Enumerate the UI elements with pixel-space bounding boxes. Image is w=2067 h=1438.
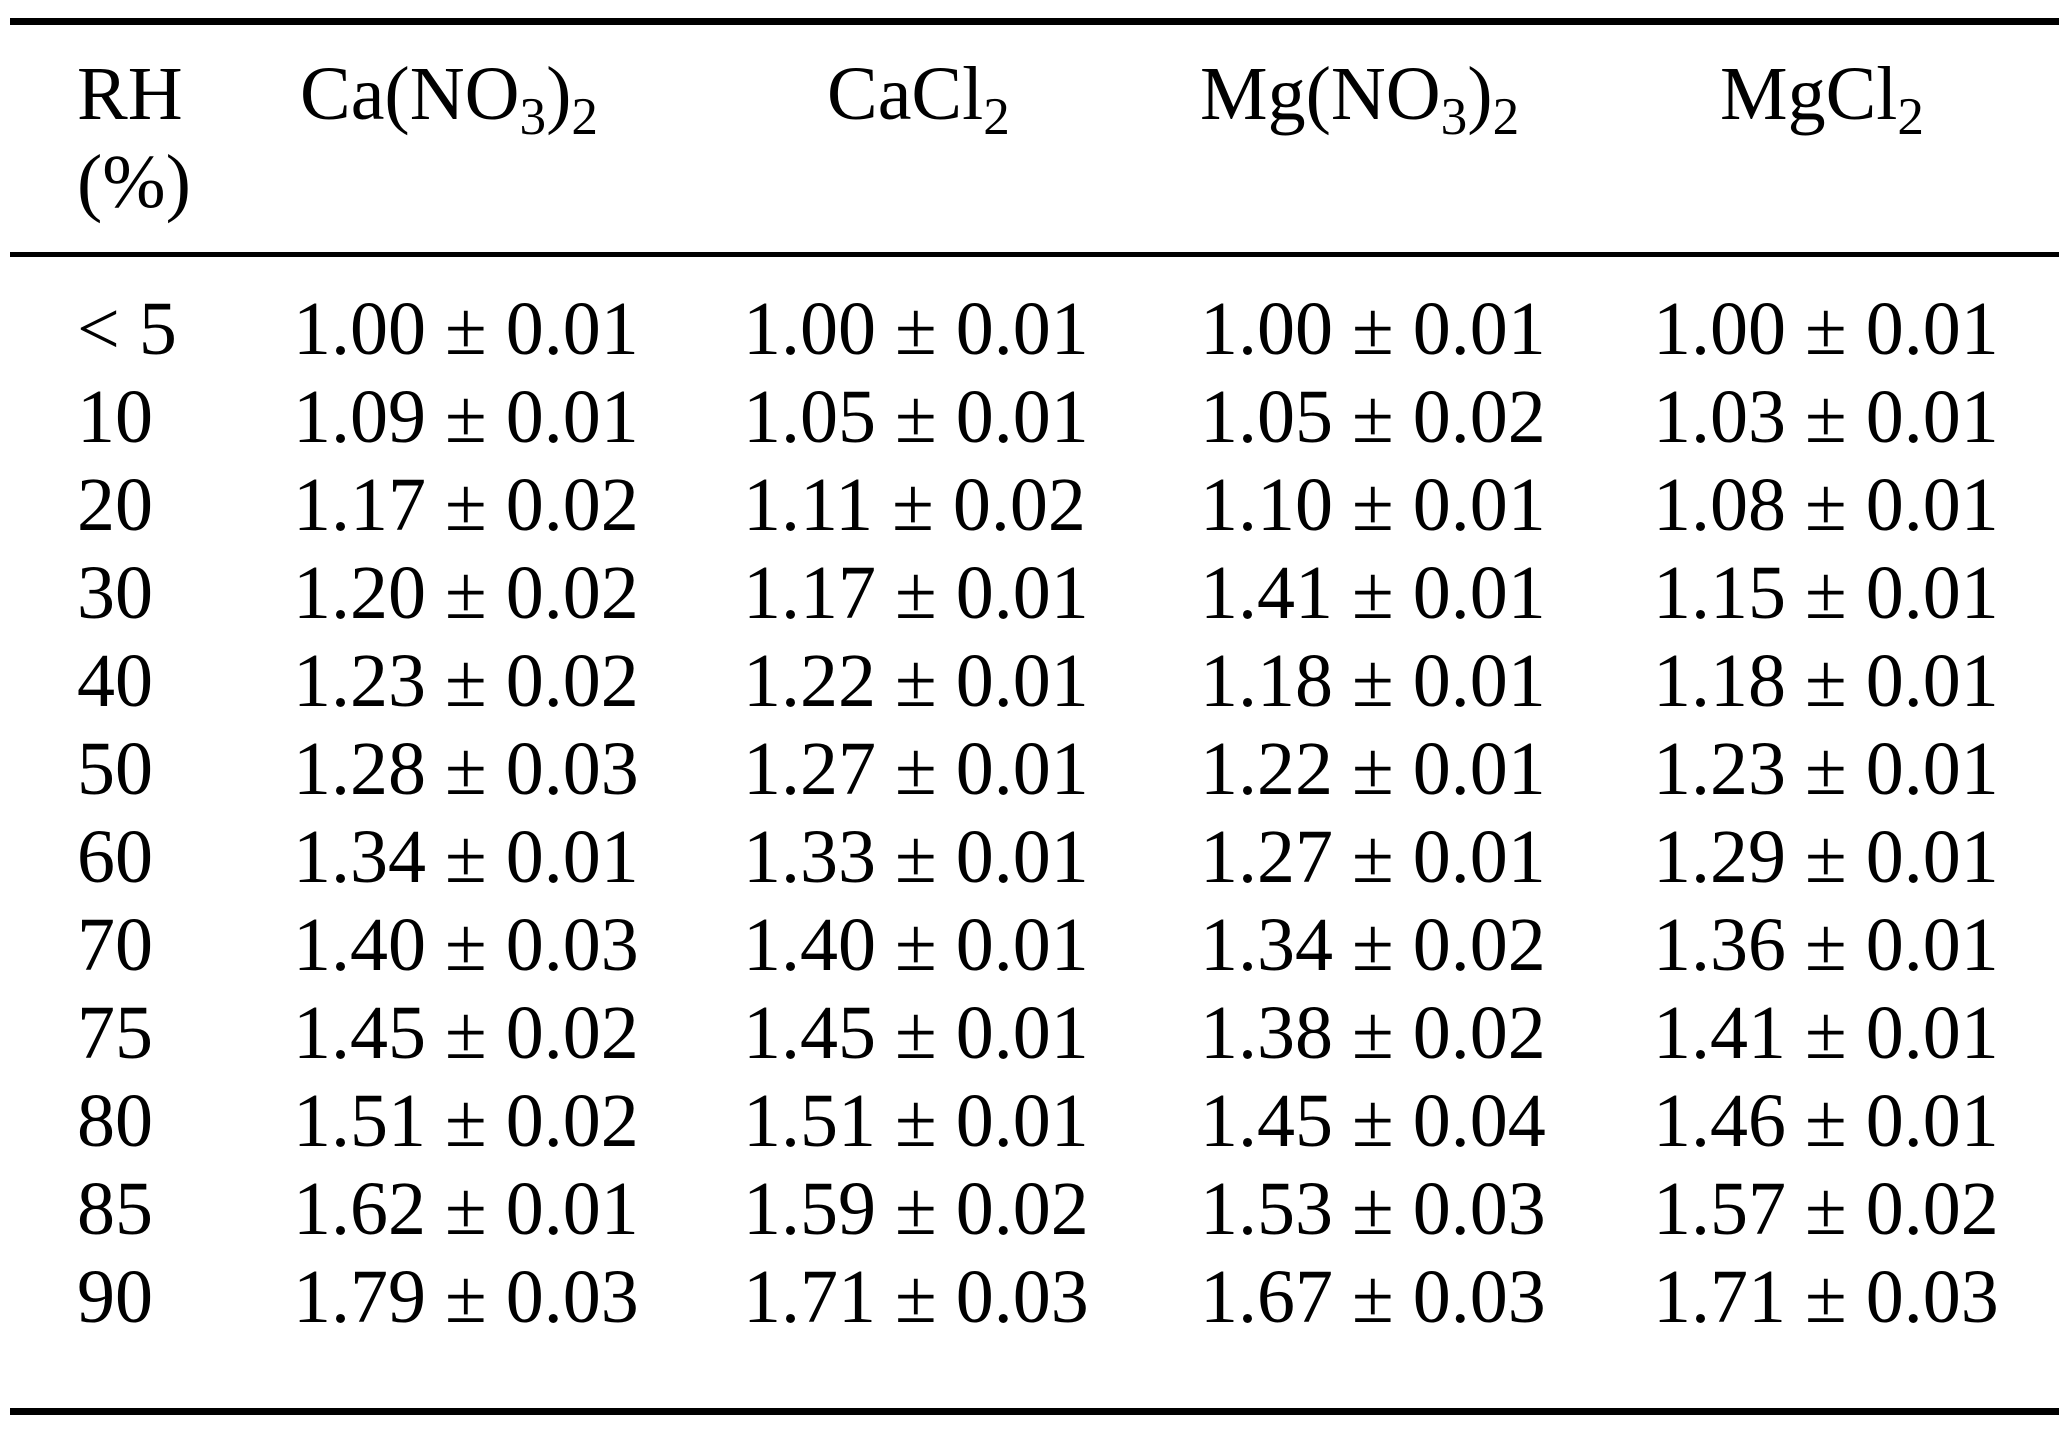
col-header-cacl2: CaCl2: [827, 52, 1010, 146]
cell-mgcl2: 1.03 ± 0.01: [1653, 374, 1999, 459]
col-header-mgcl2: MgCl2: [1720, 52, 1924, 146]
cell-mgcl2: 1.46 ± 0.01: [1653, 1078, 1999, 1163]
table-row: 70 1.40 ± 0.03 1.40 ± 0.01 1.34 ± 0.02 1.36 …: [0, 901, 2067, 989]
table-row: 80 1.51 ± 0.02 1.51 ± 0.01 1.45 ± 0.04 1.46 …: [0, 1077, 2067, 1165]
subscript: 2: [1897, 86, 1924, 146]
cell-rh: 60: [77, 814, 153, 899]
cell-mgcl2: 1.57 ± 0.02: [1653, 1166, 1999, 1251]
cell-rh: 40: [77, 638, 153, 723]
cell-mg-no3: 1.41 ± 0.01: [1200, 550, 1546, 635]
cell-rh: 75: [77, 990, 153, 1075]
cell-mg-no3: 1.38 ± 0.02: [1200, 990, 1546, 1075]
cell-rh: 20: [77, 462, 153, 547]
cell-cacl2: 1.33 ± 0.01: [743, 814, 1089, 899]
header-row: RH (%) Ca(NO3)2 CaCl2 Mg(NO3)2 MgCl2: [0, 0, 2067, 252]
growth-factor-table: RH (%) Ca(NO3)2 CaCl2 Mg(NO3)2 MgCl2 < 5…: [0, 0, 2067, 1341]
subscript: 2: [983, 86, 1010, 146]
cell-cacl2: 1.45 ± 0.01: [743, 990, 1089, 1075]
cell-ca-no3: 1.23 ± 0.02: [293, 638, 639, 723]
cell-rh: 30: [77, 550, 153, 635]
cell-cacl2: 1.17 ± 0.01: [743, 550, 1089, 635]
table-row: 20 1.17 ± 0.02 1.11 ± 0.02 1.10 ± 0.01 1.08 …: [0, 461, 2067, 549]
col-header-rh-line1: RH: [77, 52, 183, 136]
col-header-rh-line2: (%): [77, 140, 191, 224]
cell-mgcl2: 1.29 ± 0.01: [1653, 814, 1999, 899]
cell-cacl2: 1.00 ± 0.01: [743, 286, 1089, 371]
cell-ca-no3: 1.28 ± 0.03: [293, 726, 639, 811]
cell-rh: < 5: [77, 286, 177, 371]
cell-mg-no3: 1.18 ± 0.01: [1200, 638, 1546, 723]
cell-rh: 70: [77, 902, 153, 987]
table-row: 40 1.23 ± 0.02 1.22 ± 0.01 1.18 ± 0.01 1.18 …: [0, 637, 2067, 725]
cell-mg-no3: 1.34 ± 0.02: [1200, 902, 1546, 987]
cell-mgcl2: 1.08 ± 0.01: [1653, 462, 1999, 547]
cell-mg-no3: 1.27 ± 0.01: [1200, 814, 1546, 899]
subscript: 2: [1492, 86, 1520, 146]
cell-mgcl2: 1.71 ± 0.03: [1653, 1254, 1999, 1339]
table-row: 85 1.62 ± 0.01 1.59 ± 0.02 1.53 ± 0.03 1.57 …: [0, 1165, 2067, 1253]
cell-ca-no3: 1.34 ± 0.01: [293, 814, 639, 899]
cell-ca-no3: 1.00 ± 0.01: [293, 286, 639, 371]
cell-rh: 80: [77, 1078, 153, 1163]
cell-mg-no3: 1.45 ± 0.04: [1200, 1078, 1546, 1163]
col-header-ca-no3-2: Ca(NO3)2: [300, 52, 599, 146]
cell-cacl2: 1.40 ± 0.01: [743, 902, 1089, 987]
cell-ca-no3: 1.79 ± 0.03: [293, 1254, 639, 1339]
table-row: < 5 1.00 ± 0.01 1.00 ± 0.01 1.00 ± 0.01 1.00…: [0, 285, 2067, 373]
col-header-mg-no3-2: Mg(NO3)2: [1200, 52, 1520, 146]
subscript: 3: [519, 86, 547, 146]
table-bottom-rule: [10, 1408, 2059, 1415]
cell-rh: 10: [77, 374, 153, 459]
cell-cacl2: 1.59 ± 0.02: [743, 1166, 1089, 1251]
table-row: 60 1.34 ± 0.01 1.33 ± 0.01 1.27 ± 0.01 1.29 …: [0, 813, 2067, 901]
table-row: 30 1.20 ± 0.02 1.17 ± 0.01 1.41 ± 0.01 1.15 …: [0, 549, 2067, 637]
cell-mg-no3: 1.53 ± 0.03: [1200, 1166, 1546, 1251]
cell-mg-no3: 1.05 ± 0.02: [1200, 374, 1546, 459]
table-row: 10 1.09 ± 0.01 1.05 ± 0.01 1.05 ± 0.02 1.03 …: [0, 373, 2067, 461]
table-body: < 5 1.00 ± 0.01 1.00 ± 0.01 1.00 ± 0.01 1.00…: [0, 252, 2067, 1341]
cell-mgcl2: 1.36 ± 0.01: [1653, 902, 1999, 987]
cell-ca-no3: 1.51 ± 0.02: [293, 1078, 639, 1163]
table-header-rule: [10, 252, 2059, 257]
cell-cacl2: 1.71 ± 0.03: [743, 1254, 1089, 1339]
subscript: 3: [1440, 86, 1468, 146]
table-top-rule: [10, 18, 2059, 25]
cell-ca-no3: 1.09 ± 0.01: [293, 374, 639, 459]
cell-mg-no3: 1.67 ± 0.03: [1200, 1254, 1546, 1339]
cell-mg-no3: 1.22 ± 0.01: [1200, 726, 1546, 811]
cell-mgcl2: 1.41 ± 0.01: [1653, 990, 1999, 1075]
cell-mgcl2: 1.18 ± 0.01: [1653, 638, 1999, 723]
cell-ca-no3: 1.20 ± 0.02: [293, 550, 639, 635]
subscript: 2: [571, 86, 599, 146]
cell-mgcl2: 1.23 ± 0.01: [1653, 726, 1999, 811]
cell-cacl2: 1.51 ± 0.01: [743, 1078, 1089, 1163]
cell-mg-no3: 1.10 ± 0.01: [1200, 462, 1546, 547]
cell-rh: 85: [77, 1166, 153, 1251]
cell-cacl2: 1.22 ± 0.01: [743, 638, 1089, 723]
cell-ca-no3: 1.40 ± 0.03: [293, 902, 639, 987]
cell-cacl2: 1.05 ± 0.01: [743, 374, 1089, 459]
table-row: 90 1.79 ± 0.03 1.71 ± 0.03 1.67 ± 0.03 1.71 …: [0, 1253, 2067, 1341]
cell-ca-no3: 1.17 ± 0.02: [293, 462, 639, 547]
cell-mgcl2: 1.00 ± 0.01: [1653, 286, 1999, 371]
cell-ca-no3: 1.62 ± 0.01: [293, 1166, 639, 1251]
cell-mgcl2: 1.15 ± 0.01: [1653, 550, 1999, 635]
cell-rh: 50: [77, 726, 153, 811]
col-header-rh: RH (%): [0, 50, 293, 226]
cell-rh: 90: [77, 1254, 153, 1339]
cell-cacl2: 1.11 ± 0.02: [743, 462, 1086, 547]
cell-cacl2: 1.27 ± 0.01: [743, 726, 1089, 811]
table-row: 50 1.28 ± 0.03 1.27 ± 0.01 1.22 ± 0.01 1.23 …: [0, 725, 2067, 813]
cell-ca-no3: 1.45 ± 0.02: [293, 990, 639, 1075]
cell-mg-no3: 1.00 ± 0.01: [1200, 286, 1546, 371]
table-row: 75 1.45 ± 0.02 1.45 ± 0.01 1.38 ± 0.02 1.41 …: [0, 989, 2067, 1077]
